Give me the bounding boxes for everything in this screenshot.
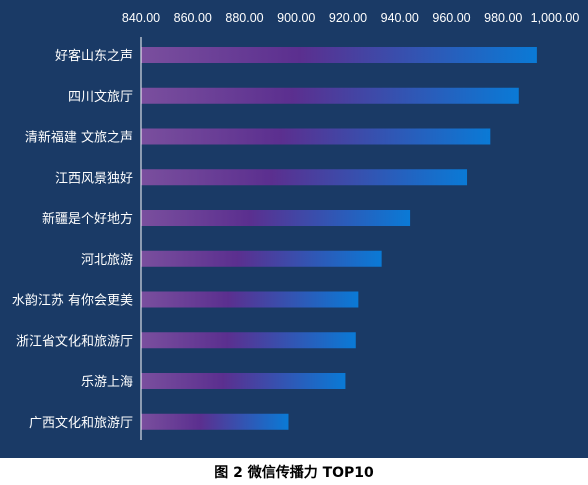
x-tick-label: 920.00 — [329, 11, 367, 25]
bar — [141, 210, 411, 226]
x-tick-label: 940.00 — [381, 11, 419, 25]
bar — [141, 291, 359, 308]
category-label: 乐游上海 — [81, 375, 133, 390]
bar — [141, 87, 519, 104]
category-label: 清新福建 文旅之声 — [25, 130, 133, 146]
x-tick-label: 900.00 — [277, 11, 315, 25]
bar — [141, 128, 491, 145]
bar-chart: 840.00 860.00 880.00 900.00 920.00 940.00 960.… — [12, 11, 579, 440]
x-axis-ticks: 840.00 860.00 880.00 900.00 920.00 940.00 960.… — [122, 11, 579, 25]
x-tick-label: 880.00 — [225, 11, 263, 25]
category-label: 广西文化和旅游厅 — [29, 416, 133, 431]
category-label: 水韵江苏 有你会更美 — [12, 293, 133, 309]
bar — [141, 250, 382, 267]
bars — [141, 47, 537, 430]
category-label: 好客山东之声 — [55, 48, 133, 64]
x-tick-label: 840.00 — [122, 11, 160, 25]
figure-caption: 图 2 微信传播力 TOP10 — [214, 465, 374, 481]
category-label: 浙江省文化和旅游厅 — [16, 334, 133, 349]
category-label: 江西风景独好 — [55, 171, 133, 186]
category-label: 新疆是个好地方 — [42, 211, 133, 227]
x-tick-label: 1,000.00 — [531, 11, 580, 25]
bar — [141, 47, 537, 63]
x-tick-label: 980.00 — [484, 11, 522, 25]
x-tick-label: 860.00 — [174, 11, 212, 25]
bar — [141, 413, 289, 430]
category-label: 四川文旅厅 — [68, 90, 133, 105]
bar — [141, 169, 468, 186]
bar — [141, 373, 346, 389]
bar — [141, 332, 356, 349]
category-label: 河北旅游 — [81, 253, 133, 268]
x-tick-label: 960.00 — [432, 11, 470, 25]
